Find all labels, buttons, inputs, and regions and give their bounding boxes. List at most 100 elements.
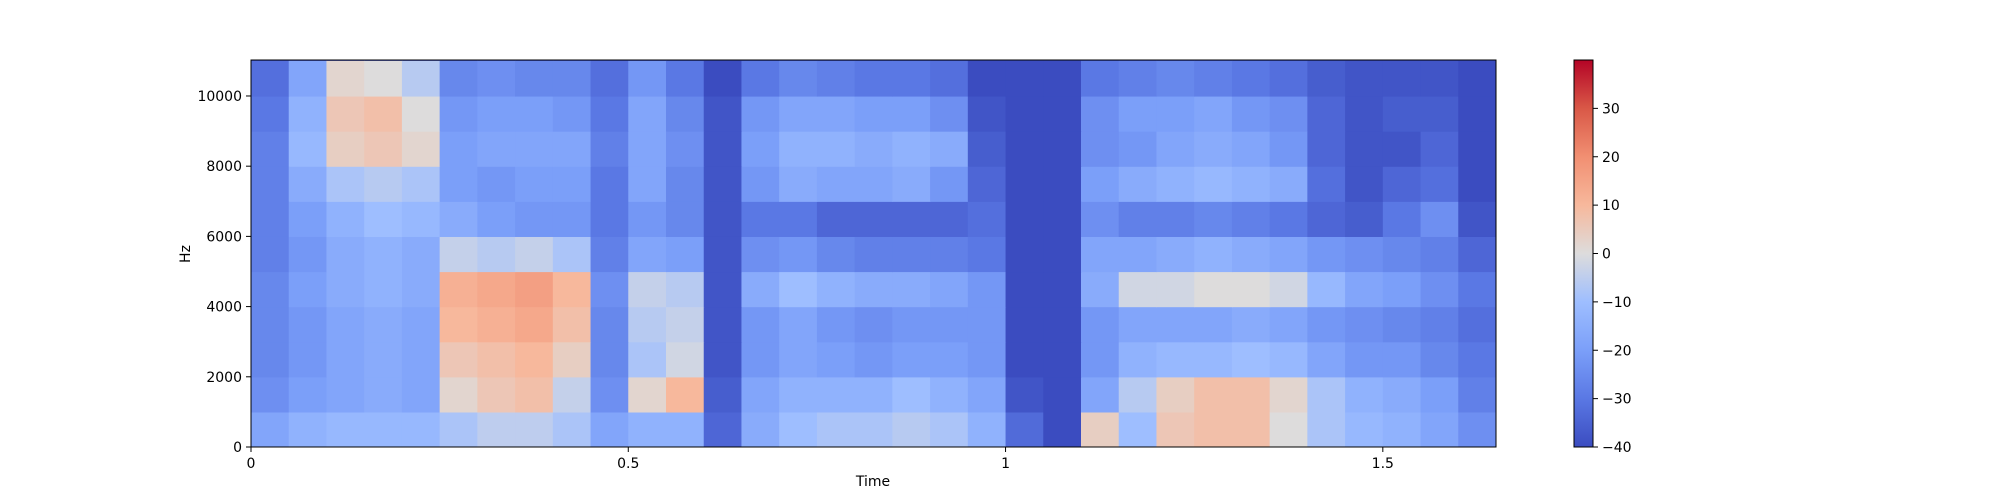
heatmap-cell: [930, 341, 969, 378]
heatmap-cell: [326, 306, 365, 343]
heatmap-cell: [1458, 271, 1496, 308]
heatmap-cell: [439, 376, 478, 413]
heatmap-cell: [741, 341, 780, 378]
heatmap-cell: [967, 411, 1007, 447]
heatmap-cell: [515, 306, 554, 343]
heatmap-cell: [1307, 306, 1346, 343]
heatmap-cell: [930, 271, 969, 308]
heatmap-cell: [1118, 166, 1158, 202]
heatmap-cell: [1081, 236, 1120, 273]
heatmap-cell: [251, 376, 290, 413]
heatmap-cell: [628, 201, 667, 237]
heatmap-cell: [1081, 60, 1120, 97]
heatmap-cell: [741, 236, 780, 273]
heatmap-cell: [779, 201, 818, 237]
heatmap-cell: [439, 306, 478, 343]
heatmap-cell: [364, 95, 403, 132]
heatmap-cell: [1194, 306, 1233, 343]
heatmap-cell: [1269, 166, 1308, 202]
heatmap-cell: [326, 166, 365, 202]
heatmap-cell: [1194, 376, 1233, 413]
heatmap-cell: [703, 376, 743, 413]
heatmap-cell: [1156, 306, 1195, 343]
heatmap-cell: [1231, 271, 1271, 308]
heatmap-cell: [1194, 271, 1233, 308]
heatmap-cell: [326, 60, 365, 97]
heatmap-cell: [1307, 271, 1346, 308]
heatmap-cell: [590, 341, 629, 378]
heatmap-cell: [816, 376, 856, 413]
heatmap-cell: [1345, 376, 1384, 413]
heatmap-cell: [1345, 95, 1384, 132]
heatmap-cell: [1307, 376, 1346, 413]
heatmap-cell: [854, 271, 893, 308]
heatmap-cell: [703, 306, 743, 343]
heatmap-cell: [552, 201, 592, 237]
heatmap-cell: [816, 201, 856, 237]
heatmap-cell: [1420, 306, 1459, 343]
heatmap-cell: [1156, 341, 1195, 378]
heatmap-cell: [703, 271, 743, 308]
heatmap-cell: [477, 411, 516, 447]
heatmap-cell: [1118, 411, 1158, 447]
heatmap-cell: [477, 271, 516, 308]
heatmap-cell: [326, 376, 365, 413]
heatmap-cell: [930, 306, 969, 343]
heatmap-cell: [892, 271, 931, 308]
y-tick-label: 4000: [206, 300, 242, 316]
heatmap-cell: [741, 411, 780, 447]
heatmap-cell: [1420, 411, 1459, 447]
heatmap-cell: [251, 166, 290, 202]
heatmap-cell: [477, 306, 516, 343]
heatmap-cell: [1307, 60, 1346, 97]
heatmap-cell: [1156, 95, 1195, 132]
heatmap-cell: [666, 95, 705, 132]
heatmap-cell: [515, 131, 554, 167]
heatmap-cell: [628, 131, 667, 167]
heatmap-cell: [628, 411, 667, 447]
heatmap-cell: [816, 306, 856, 343]
heatmap-cell: [326, 341, 365, 378]
heatmap-cell: [1345, 166, 1384, 202]
heatmap-cell: [703, 411, 743, 447]
y-tick-label: 2000: [206, 370, 242, 386]
heatmap-cell: [251, 341, 290, 378]
y-tick-label: 0: [233, 440, 242, 456]
colorbar-tick-label: 0: [1602, 247, 1611, 263]
heatmap-cell: [1382, 95, 1422, 132]
colorbar-tick-label: 20: [1602, 150, 1620, 166]
heatmap-cell: [779, 341, 818, 378]
heatmap-cell: [288, 376, 328, 413]
heatmap-cell: [779, 131, 818, 167]
heatmap-cell: [1382, 60, 1422, 97]
heatmap-cell: [1081, 306, 1120, 343]
heatmap-cell: [401, 60, 441, 97]
heatmap-cell: [930, 201, 969, 237]
heatmap-cell: [590, 306, 629, 343]
y-tick-label: 8000: [206, 159, 242, 175]
heatmap-cell: [1458, 60, 1496, 97]
heatmap-cell: [288, 411, 328, 447]
heatmap-cell: [1194, 131, 1233, 167]
heatmap-cell: [477, 236, 516, 273]
heatmap-cell: [1043, 271, 1082, 308]
heatmap-cell: [967, 376, 1007, 413]
heatmap-cell: [779, 236, 818, 273]
heatmap-cell: [628, 376, 667, 413]
y-tick-label: 6000: [206, 229, 242, 245]
heatmap-cell: [552, 95, 592, 132]
heatmap-cell: [1005, 411, 1044, 447]
heatmap-cell: [401, 306, 441, 343]
y-tick-label: 10000: [197, 89, 242, 105]
heatmap-cell: [666, 201, 705, 237]
heatmap-cell: [666, 60, 705, 97]
heatmap-cell: [967, 271, 1007, 308]
heatmap-cell: [1382, 271, 1422, 308]
heatmap-cell: [892, 166, 931, 202]
heatmap-cell: [1307, 411, 1346, 447]
heatmap-cell: [1005, 60, 1044, 97]
y-axis-label: Hz: [178, 245, 194, 263]
heatmap-cell: [1345, 60, 1384, 97]
x-tick-label: 1: [1001, 456, 1010, 472]
heatmap-cell: [1043, 411, 1082, 447]
